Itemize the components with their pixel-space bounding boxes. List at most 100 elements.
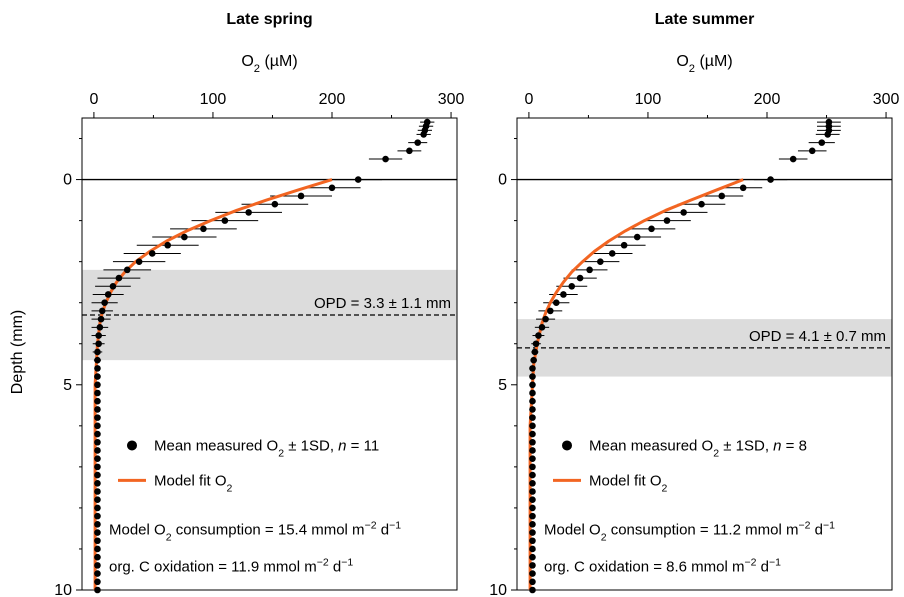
data-point <box>414 139 422 146</box>
data-point <box>767 176 774 183</box>
panel-title: Late spring <box>226 11 312 28</box>
data-point <box>148 250 156 257</box>
data-point <box>354 176 362 183</box>
data-point <box>663 217 671 224</box>
data-point <box>94 504 101 512</box>
data-point <box>608 250 616 257</box>
data-point <box>529 529 536 536</box>
data-point <box>529 381 536 389</box>
data-point <box>245 209 252 216</box>
note-oxidation: org. C oxidation = 8.6 mmol m−2 d−1 <box>544 557 781 576</box>
data-point <box>94 438 101 446</box>
data-point <box>529 512 536 520</box>
data-point <box>568 282 576 290</box>
data-point <box>94 381 101 389</box>
data-point <box>94 578 101 586</box>
data-point <box>789 155 797 163</box>
data-point <box>547 307 554 315</box>
data-point <box>94 356 101 364</box>
opd-label: OPD = 3.3 ± 1.1 mm <box>314 295 451 312</box>
y-tick-label: 10 <box>54 582 72 597</box>
data-point <box>530 356 537 364</box>
data-point <box>531 348 539 356</box>
data-point <box>529 537 536 545</box>
data-point <box>94 512 101 520</box>
data-point <box>97 315 105 323</box>
data-point <box>181 233 188 241</box>
data-point <box>94 529 101 536</box>
data-point <box>94 586 101 594</box>
x-tick-label: 200 <box>754 91 781 108</box>
data-point <box>104 291 112 298</box>
data-point <box>529 553 536 561</box>
data-point <box>123 266 131 274</box>
data-point <box>542 315 549 323</box>
note-oxidation: org. C oxidation = 11.9 mmol m−2 d−1 <box>109 557 353 576</box>
data-point <box>94 414 101 421</box>
data-point <box>529 414 536 421</box>
data-point <box>94 479 101 487</box>
plot-frame <box>81 117 458 591</box>
data-point <box>271 200 279 208</box>
data-point <box>406 147 413 155</box>
y-tick-label: 0 <box>63 172 72 189</box>
data-point <box>633 233 641 241</box>
data-point <box>95 332 102 339</box>
data-point <box>420 131 427 138</box>
legend-marker-measured <box>127 440 137 451</box>
data-point <box>164 241 172 249</box>
x-axis-label: O2 (µM) <box>241 53 297 75</box>
data-point <box>529 570 536 577</box>
data-point <box>529 389 536 397</box>
data-point <box>648 225 655 233</box>
data-point <box>529 521 536 528</box>
data-point <box>94 348 101 356</box>
data-point <box>382 155 389 163</box>
data-point <box>96 324 104 331</box>
data-point <box>94 422 101 430</box>
data-point <box>739 184 747 192</box>
y-tick-label: 10 <box>489 582 507 597</box>
x-axis-label: O2 (µM) <box>676 53 732 75</box>
data-point <box>95 340 102 348</box>
data-point <box>529 397 536 405</box>
data-point <box>529 422 536 430</box>
plot-frame <box>516 117 893 591</box>
data-point <box>529 504 536 512</box>
x-tick-label: 200 <box>319 91 346 108</box>
data-point <box>94 545 101 553</box>
data-point <box>94 373 101 380</box>
y-tick-label: 5 <box>63 377 72 394</box>
data-point <box>529 406 536 413</box>
data-point <box>94 488 101 495</box>
data-point <box>818 139 826 146</box>
data-point <box>94 570 101 577</box>
data-point <box>109 282 117 290</box>
data-point <box>680 209 687 216</box>
data-point <box>98 307 106 315</box>
y-tick-label: 0 <box>498 172 507 189</box>
data-point <box>718 192 726 200</box>
data-point <box>552 299 560 306</box>
note-consumption: Model O2 consumption = 11.2 mmol m−2 d−1 <box>544 520 835 544</box>
data-point <box>535 332 542 339</box>
data-point <box>529 438 536 446</box>
x-tick-label: 300 <box>873 91 900 108</box>
x-tick-label: 0 <box>524 91 533 108</box>
data-point <box>529 479 536 487</box>
panel-late-spring: OPD = 3.3 ± 1.1 mm Late spring O2 (µM) 0 10 0… <box>54 11 464 597</box>
data-point <box>538 324 546 331</box>
y-tick-label: 5 <box>498 377 507 394</box>
x-tick-label: 100 <box>635 91 662 108</box>
legend-label-measured: Mean measured O2 ± 1SD, n = 8 <box>589 437 807 459</box>
data-point <box>529 430 536 438</box>
data-point <box>101 299 108 306</box>
data-point <box>221 217 229 224</box>
legend-label-model: Model fit O2 <box>589 472 668 494</box>
x-tick-label: 0 <box>89 91 98 108</box>
data-point <box>529 545 536 553</box>
data-point <box>94 521 101 528</box>
data-point <box>529 586 536 594</box>
data-point <box>698 200 705 208</box>
